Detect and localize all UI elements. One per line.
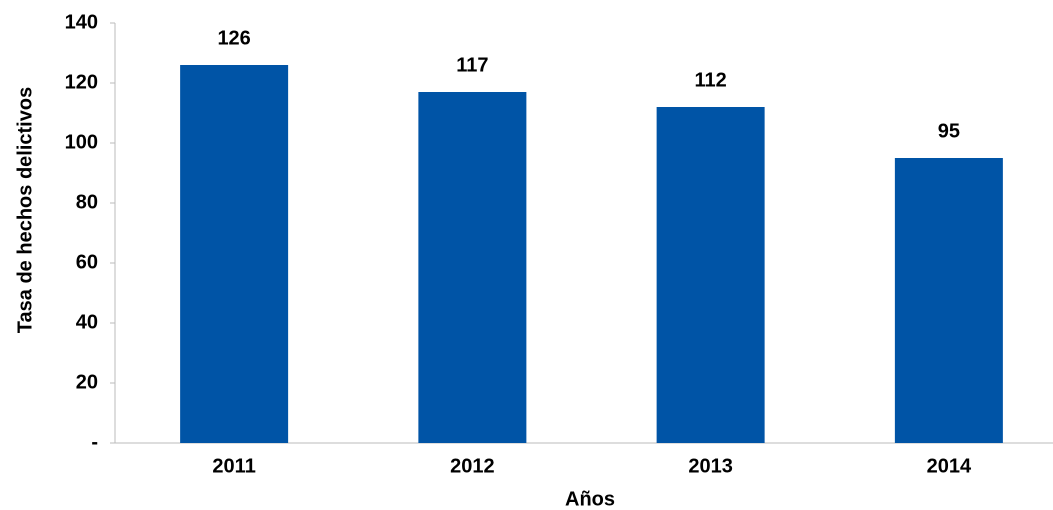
bar — [180, 65, 289, 443]
x-tick-label: 2012 — [450, 455, 495, 477]
data-label: 112 — [694, 69, 726, 91]
y-tick-label: 100 — [65, 131, 98, 153]
bar — [656, 107, 765, 443]
x-axis-title: Años — [565, 488, 615, 510]
y-tick-label: 120 — [65, 71, 98, 93]
data-label: 95 — [938, 120, 960, 142]
x-tick-label: 2014 — [927, 455, 972, 477]
y-tick-label: 60 — [76, 251, 98, 273]
x-tick-label: 2011 — [212, 455, 255, 477]
data-label: 126 — [217, 27, 250, 49]
bar — [894, 158, 1003, 443]
y-axis-title: Tasa de hechos delictivos — [14, 87, 36, 333]
y-tick-label: 140 — [65, 11, 98, 33]
y-tick-label: - — [91, 431, 98, 453]
data-label: 117 — [456, 54, 488, 76]
bar — [418, 92, 527, 443]
y-tick-label: 40 — [76, 311, 98, 333]
x-tick-label: 2013 — [688, 455, 733, 477]
y-tick-label: 80 — [76, 191, 98, 213]
y-tick-label: 20 — [76, 371, 98, 393]
